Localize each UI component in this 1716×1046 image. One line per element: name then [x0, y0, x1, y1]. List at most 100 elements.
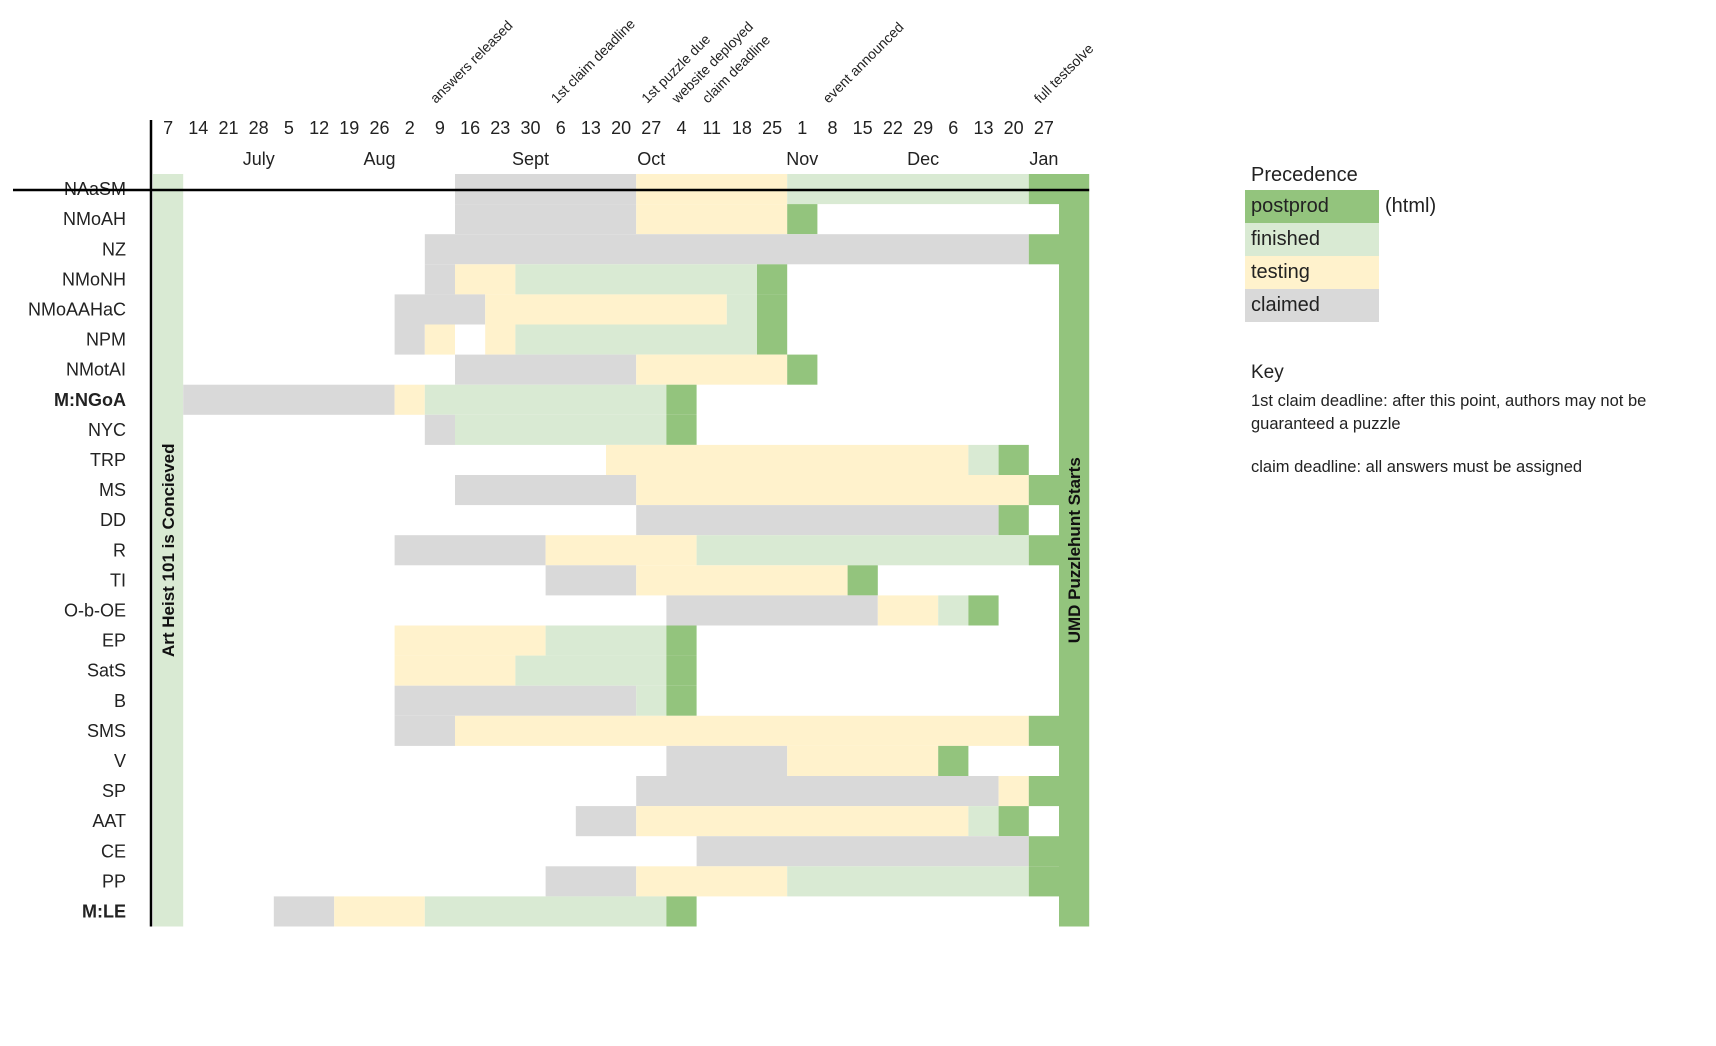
- bar-sms-testing-1: [455, 715, 1029, 746]
- x-tick-29: 27: [1034, 118, 1054, 138]
- bar-npm-claimed-0: [394, 324, 425, 355]
- bar-nyc-claimed-0: [424, 414, 455, 445]
- x-tick-11: 23: [490, 118, 510, 138]
- bar-nmoah-testing-1: [636, 204, 788, 235]
- bar-nmoaahac-finished-2: [726, 294, 757, 325]
- milestone-label-2: UMD Puzzlehunt Starts: [1065, 457, 1084, 643]
- x-tick-18: 11: [702, 118, 721, 138]
- bar-nz-claimed-0: [424, 234, 1029, 265]
- bar-b-claimed-0: [394, 685, 637, 716]
- row-label-o-b-oe: O-b-OE: [64, 600, 126, 620]
- bar-pp-postprod-3: [1028, 866, 1059, 897]
- legend-note-postprod: (html): [1385, 195, 1437, 217]
- swatch-claimed: claimed: [1245, 289, 1379, 322]
- bar-o-b-oe-testing-1: [877, 595, 939, 626]
- row-label-r: R: [113, 540, 126, 560]
- bar-r-claimed-0: [394, 535, 546, 566]
- x-tick-12: 30: [520, 118, 540, 138]
- event-label-1st-claim-deadline: 1st claim deadline: [548, 15, 639, 106]
- x-tick-15: 20: [611, 118, 631, 138]
- bar-ms-postprod-2: [1028, 475, 1059, 506]
- bar-pp-finished-2: [787, 866, 1029, 897]
- x-tick-9: 9: [435, 118, 445, 138]
- bar-npm-testing-2: [485, 324, 516, 355]
- row-label-ep: EP: [102, 631, 126, 651]
- row-label-sats: SatS: [87, 661, 126, 681]
- milestone-column-2: [1059, 174, 1090, 927]
- row-label-nmonh: NMoNH: [62, 269, 126, 289]
- bar-sp-claimed-0: [636, 776, 999, 807]
- bar-sp-postprod-2: [1028, 776, 1059, 807]
- x-tick-22: 8: [827, 118, 837, 138]
- key-section: Key 1st claim deadline: after this point…: [1251, 361, 1711, 499]
- bar-v-claimed-0: [666, 745, 788, 776]
- bar-r-finished-2: [696, 535, 1029, 566]
- bar-v-postprod-2: [938, 745, 969, 776]
- legend-item-claimed: claimed: [1245, 289, 1436, 322]
- legend-item-testing: testing: [1245, 256, 1436, 289]
- precedence-legend: Precedence postprod (html) finished test…: [1245, 160, 1436, 322]
- x-tick-24: 22: [883, 118, 903, 138]
- row-label-dd: DD: [100, 510, 126, 530]
- row-label-npm: NPM: [86, 330, 126, 350]
- bar-m-le-claimed-0: [273, 896, 335, 927]
- bar-ep-postprod-2: [666, 625, 697, 656]
- bar-nmonh-finished-2: [515, 264, 757, 295]
- x-tick-4: 5: [284, 118, 294, 138]
- legend-item-finished: finished: [1245, 223, 1436, 256]
- bar-ti-testing-1: [636, 565, 848, 596]
- row-label-aat: AAT: [92, 811, 126, 831]
- x-tick-25: 29: [913, 118, 933, 138]
- bar-nmotai-postprod-2: [787, 354, 818, 385]
- row-label-nmotai: NMotAI: [66, 360, 126, 380]
- row-label-nmoah: NMoAH: [63, 209, 126, 229]
- month-label-dec: Dec: [907, 149, 939, 169]
- bar-nmoah-postprod-2: [787, 204, 818, 235]
- month-label-sept: Sept: [512, 149, 549, 169]
- bar-pp-claimed-0: [545, 866, 637, 897]
- row-label-pp: PP: [102, 871, 126, 891]
- bar-ep-testing-0: [394, 625, 546, 656]
- bar-pp-testing-1: [636, 866, 788, 897]
- bar-o-b-oe-finished-2: [938, 595, 969, 626]
- bar-nyc-finished-1: [455, 414, 667, 445]
- month-label-nov: Nov: [786, 149, 818, 169]
- bar-dd-claimed-0: [636, 505, 999, 536]
- legend-item-postprod: postprod (html): [1245, 190, 1436, 223]
- bar-aat-postprod-3: [998, 806, 1029, 837]
- month-label-jan: Jan: [1029, 149, 1058, 169]
- bar-nmoaahac-claimed-0: [394, 294, 486, 325]
- event-label-answers-released: answers released: [427, 17, 516, 106]
- key-item-claim-deadline-1: 1st claim deadline: after this point, au…: [1251, 392, 1647, 433]
- bar-r-testing-1: [545, 535, 697, 566]
- bar-ce-claimed-0: [696, 836, 1029, 867]
- x-tick-19: 18: [732, 118, 752, 138]
- bar-ms-testing-1: [636, 475, 1029, 506]
- x-tick-23: 15: [853, 118, 873, 138]
- bar-sms-claimed-0: [394, 715, 455, 746]
- row-label-nyc: NYC: [88, 420, 126, 440]
- x-tick-13: 6: [556, 118, 566, 138]
- bar-npm-testing-1: [424, 324, 455, 355]
- swatch-postprod: postprod: [1245, 190, 1379, 223]
- bar-nmonh-postprod-3: [757, 264, 788, 295]
- x-tick-6: 19: [339, 118, 359, 138]
- row-label-nz: NZ: [102, 239, 126, 259]
- bar-nmonh-testing-1: [455, 264, 516, 295]
- row-label-trp: TRP: [90, 450, 126, 470]
- x-tick-26: 6: [948, 118, 958, 138]
- x-tick-0: 7: [163, 118, 173, 138]
- event-label-full-testsolve: full testsolve: [1031, 40, 1097, 106]
- bar-m-ngoa-finished-2: [424, 384, 667, 415]
- bar-m-ngoa-claimed-0: [183, 384, 395, 415]
- row-label-ce: CE: [101, 841, 126, 861]
- x-tick-5: 12: [309, 118, 329, 138]
- legend-title: Precedence: [1251, 164, 1358, 186]
- month-label-oct: Oct: [637, 149, 665, 169]
- row-label-v: V: [114, 751, 126, 771]
- bar-sats-postprod-2: [666, 655, 697, 686]
- bar-aat-claimed-0: [575, 806, 637, 837]
- bar-sms-postprod-2: [1028, 715, 1059, 746]
- x-tick-10: 16: [460, 118, 480, 138]
- bar-nz-postprod-1: [1028, 234, 1059, 265]
